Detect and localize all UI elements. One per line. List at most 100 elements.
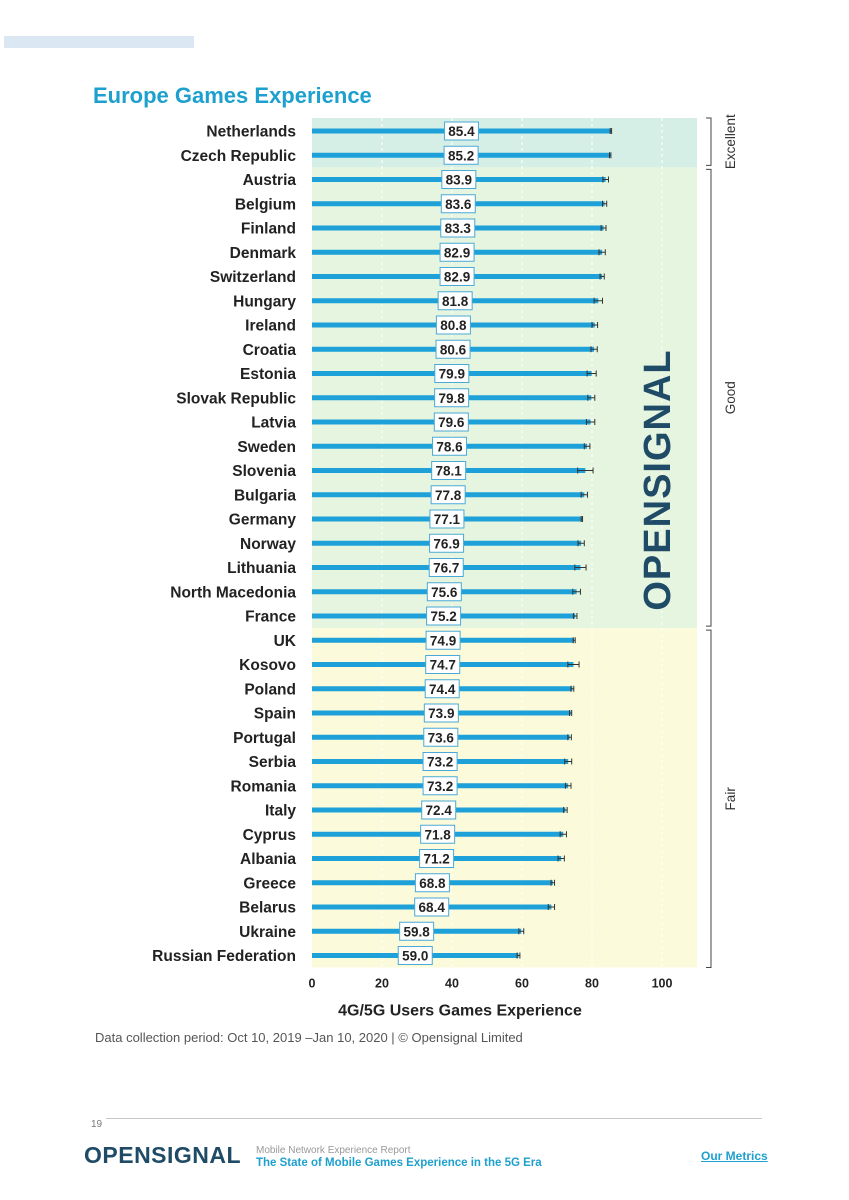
our-metrics-link[interactable]: Our Metrics	[701, 1149, 768, 1163]
header-accent-bar	[4, 36, 194, 48]
category-label: Austria	[243, 172, 297, 189]
footer-logo: OPENSIGNAL	[84, 1142, 242, 1168]
category-label: Albania	[240, 851, 296, 868]
footer-report-subtitle: The State of Mobile Games Experience in …	[256, 1157, 542, 1169]
data-label-box	[435, 315, 471, 335]
opensignal-watermark: OPENSIGNAL	[637, 349, 679, 610]
band-label: Good	[723, 381, 738, 414]
category-label: North Macedonia	[170, 584, 296, 601]
data-label-box	[425, 655, 461, 674]
data-label: 73.9	[428, 706, 454, 721]
data-label: 79.9	[439, 367, 465, 382]
data-label-box	[434, 364, 470, 383]
data-label-box	[443, 121, 479, 141]
category-label: Bulgaria	[234, 487, 296, 504]
data-label: 74.4	[429, 682, 456, 697]
data-label: 82.9	[444, 245, 470, 260]
x-tick-label: 0	[309, 977, 316, 991]
category-label: Estonia	[240, 366, 296, 383]
data-label-box	[426, 582, 462, 602]
data-label-box	[414, 873, 450, 893]
category-label: Sweden	[237, 439, 296, 456]
data-label-box	[421, 800, 457, 820]
category-label: Portugal	[233, 730, 296, 747]
data-label: 76.7	[433, 561, 459, 576]
bar-chart: 85.4 Netherlands 85.2 Czech Republic 83.9 Aus…	[152, 114, 738, 1019]
data-label-box	[432, 436, 468, 456]
data-label-box	[437, 291, 473, 311]
x-tick-label: 40	[445, 977, 459, 991]
data-label-box	[433, 412, 469, 432]
category-label: Cyprus	[243, 827, 296, 844]
data-label-box	[431, 461, 467, 480]
data-label: 83.9	[446, 173, 472, 188]
data-collection-note: Data collection period: Oct 10, 2019 –Ja…	[95, 1030, 523, 1045]
data-label-box	[429, 533, 465, 553]
data-label-box	[429, 509, 465, 529]
category-label: Croatia	[243, 342, 297, 359]
page-number: 19	[91, 1119, 103, 1130]
category-label: Switzerland	[210, 269, 296, 286]
data-label-box	[443, 145, 479, 165]
band-fair	[312, 628, 697, 968]
data-label-box	[423, 727, 459, 747]
data-label: 80.6	[440, 342, 467, 357]
data-label: 74.9	[430, 633, 456, 648]
data-label-box	[422, 752, 458, 771]
data-label: 68.8	[419, 876, 446, 891]
band-label: Excellent	[723, 114, 738, 169]
data-label-box	[422, 776, 458, 796]
category-label: UK	[274, 633, 297, 650]
data-label: 71.8	[425, 827, 452, 842]
data-label: 85.2	[448, 148, 474, 163]
footer-report-name: Mobile Network Experience Report	[256, 1145, 411, 1156]
data-label: 79.8	[439, 391, 466, 406]
data-label: 74.7	[430, 658, 456, 673]
category-label: Poland	[244, 681, 296, 698]
data-label: 77.1	[434, 512, 461, 527]
data-label: 80.8	[440, 318, 467, 333]
chart-title: Europe Games Experience	[93, 83, 372, 108]
band-label: Fair	[723, 787, 738, 811]
data-label: 85.4	[448, 124, 475, 139]
footer-divider	[106, 1118, 762, 1119]
category-label: Greece	[243, 875, 296, 892]
data-label: 72.4	[426, 803, 453, 818]
data-label: 73.2	[427, 755, 453, 770]
data-label-box	[439, 267, 475, 286]
data-label-box	[430, 485, 466, 505]
category-label: Ukraine	[239, 924, 296, 941]
band-excellent	[312, 118, 697, 168]
band-bracket	[706, 168, 712, 627]
category-label: Kosovo	[239, 657, 296, 674]
data-label-box	[434, 388, 470, 408]
data-label: 83.6	[445, 197, 472, 212]
band-bracket	[706, 629, 712, 968]
x-tick-label: 60	[515, 977, 529, 991]
data-label: 73.2	[427, 779, 453, 794]
category-label: Latvia	[251, 415, 296, 432]
category-label: Denmark	[230, 245, 297, 262]
data-label-box	[440, 218, 476, 238]
data-label: 73.6	[428, 730, 455, 745]
category-label: Serbia	[249, 754, 297, 771]
data-label: 77.8	[435, 488, 462, 503]
category-label: Belgium	[235, 196, 296, 213]
data-label-box	[441, 170, 477, 189]
x-tick-label: 80	[585, 977, 599, 991]
category-label: Finland	[241, 221, 296, 238]
category-label: Russian Federation	[152, 948, 296, 965]
category-label: France	[245, 609, 296, 626]
data-label: 76.9	[433, 536, 459, 551]
data-label: 78.6	[436, 439, 463, 454]
category-label: Romania	[231, 778, 297, 795]
category-label: Italy	[265, 803, 296, 820]
category-label: Netherlands	[206, 124, 296, 141]
data-label-box	[428, 558, 464, 577]
x-tick-label: 20	[375, 977, 389, 991]
data-label-box	[425, 630, 461, 650]
data-label-box	[435, 339, 471, 359]
data-label: 68.4	[419, 900, 446, 915]
category-label: Lithuania	[227, 560, 296, 577]
category-label: Slovenia	[232, 463, 296, 480]
